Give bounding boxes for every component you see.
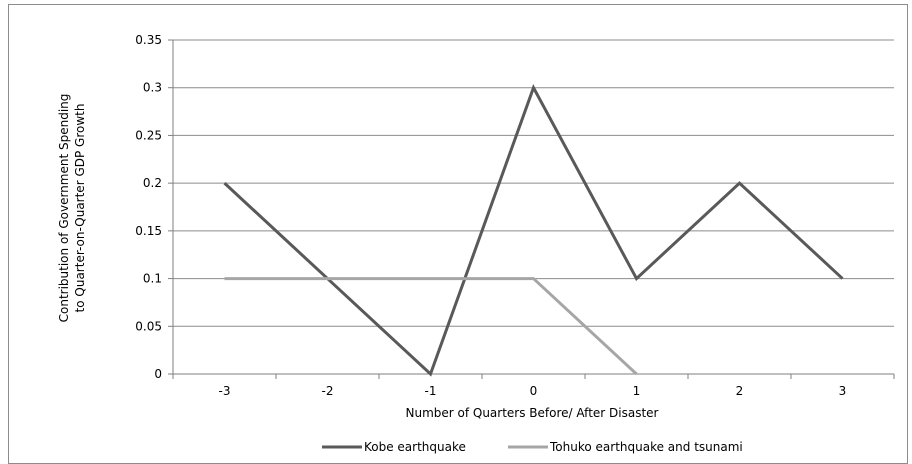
x-tick-label-2: -1	[425, 384, 437, 398]
series-lines	[223, 84, 844, 377]
x-axis: -3 -2 -1 0 1 2 3	[172, 40, 895, 398]
x-tick-label-4: 1	[633, 384, 641, 398]
y-tick-label-1: 0.05	[135, 319, 162, 333]
x-tick-label-0: -3	[219, 384, 231, 398]
y-tick-label-0: 0	[154, 367, 162, 381]
y-axis-title-line-1: Contribution of Government Spending	[57, 94, 71, 323]
x-tick-label-1: -2	[322, 384, 334, 398]
x-axis-title: Number of Quarters Before/ After Disaste…	[405, 406, 658, 420]
y-tick-label-4: 0.2	[143, 176, 162, 190]
y-axis-title-line-2: to Quarter-on-Quarter GDP Growth	[73, 104, 87, 313]
gridlines	[173, 39, 894, 375]
y-tick-label-6: 0.3	[143, 81, 162, 95]
x-tick-label-3: 0	[530, 384, 538, 398]
x-tick-label-5: 2	[736, 384, 744, 398]
legend: Kobe earthquake Tohuko earthquake and ts…	[322, 440, 743, 454]
y-tick-label-7: 0.35	[135, 33, 162, 47]
y-tick-label-3: 0.15	[135, 224, 162, 238]
legend-label-tohuko: Tohuko earthquake and tsunami	[549, 440, 743, 454]
legend-label-kobe: Kobe earthquake	[364, 440, 466, 454]
y-axis-ticks: 0 0.05 0.1 0.15 0.2 0.25 0.3 0.35	[135, 33, 173, 381]
y-tick-label-2: 0.1	[143, 272, 162, 286]
series-line-1	[224, 277, 638, 376]
y-tick-label-5: 0.25	[135, 128, 162, 142]
x-tick-label-6: 3	[839, 384, 847, 398]
